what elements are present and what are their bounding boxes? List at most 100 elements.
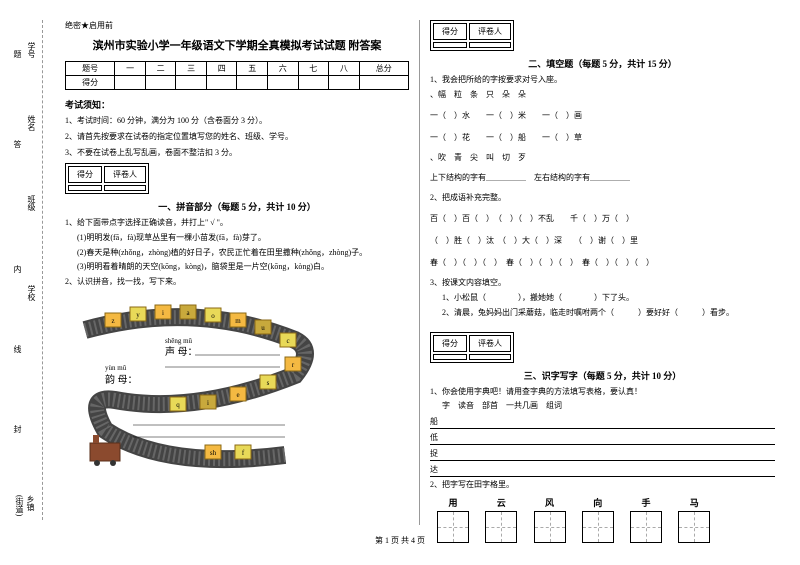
char-box[interactable]: [534, 511, 566, 543]
section-2-title: 二、填空题（每题 5 分，共计 15 分）: [430, 57, 775, 70]
char-box[interactable]: [678, 511, 710, 543]
s2-q1-line2[interactable]: 一（ ）花 一（ ）船 一（ ）草: [430, 130, 775, 146]
margin-label-xiangzhen: 乡镇(街道): [14, 495, 36, 520]
char-label-6: 马: [678, 496, 710, 509]
notice-3: 3、不要在试卷上乱写乱画，卷面不整洁扣 3 分。: [65, 147, 409, 159]
notice-title: 考试须知：: [65, 98, 409, 111]
exam-title: 滨州市实验小学一年级语文下学期全真模拟考试试题 附答案: [65, 37, 409, 53]
score-box-2: 得分评卷人: [430, 20, 514, 51]
dict-row-3[interactable]: 捉: [430, 447, 775, 461]
s2-q3: 2、把成语补充完整。: [430, 192, 775, 205]
th-3: 三: [176, 62, 207, 76]
svg-text:i: i: [207, 399, 209, 407]
th-7: 七: [298, 62, 329, 76]
svg-text:q: q: [176, 401, 180, 409]
notice-2: 2、请首先按要求在试卷的指定位置填写您的姓名、班级、学号。: [65, 131, 409, 143]
svg-text:z: z: [111, 317, 114, 325]
classification-label: 绝密★启用前: [65, 20, 409, 31]
s3-q2: 2、把字写在田字格里。: [430, 479, 775, 492]
char-label-1: 用: [437, 496, 469, 509]
s2-q3-line3[interactable]: 春（ ）（ ）（ ） 春（ ）（ ）（ ） 春（ ）（ ）（ ）: [430, 255, 775, 271]
dict-row-2[interactable]: 低: [430, 431, 775, 445]
score-table: 题号 一 二 三 四 五 六 七 八 总分 得分: [65, 61, 409, 90]
dict-row-4[interactable]: 达: [430, 463, 775, 477]
s2-q1-chars: 、幅 粒 条 只 朵 朵: [430, 89, 775, 102]
svg-text:c: c: [286, 337, 289, 345]
th-2: 二: [145, 62, 176, 76]
svg-text:y: y: [136, 311, 140, 319]
s3-q1: 1、你会使用字典吧！请用查字典的方法填写表格，要认真！: [430, 386, 775, 399]
th-5: 五: [237, 62, 268, 76]
char-label-3: 风: [534, 496, 566, 509]
th-tihao: 题号: [66, 62, 115, 76]
char-label-2: 云: [485, 496, 517, 509]
s2-q4: 3、按课文内容填空。: [430, 277, 775, 290]
score-box-1: 得分评卷人: [65, 163, 149, 194]
sb2-pingjuan: 评卷人: [469, 23, 511, 40]
svg-text:s: s: [267, 379, 270, 387]
s1-q1-1: (1)明明发(fā，fà)现草丛里有一棵小苗发(fā，fà)芽了。: [65, 232, 409, 245]
pinyin-snake-image: z y i a o m u c r s e i q sh f: [65, 295, 325, 475]
sb3-pingjuan: 评卷人: [469, 335, 511, 352]
sb-defen: 得分: [68, 166, 102, 183]
char-box[interactable]: [485, 511, 517, 543]
margin-side-da: 答: [12, 140, 23, 148]
s1-q1-3: (3)明明看着晴朗的天空(kōng，kòng)，脑袋里是一片空(kōng，kòn…: [65, 261, 409, 274]
dict-row-1[interactable]: 船: [430, 415, 775, 429]
s2-q2-line1[interactable]: 上下结构的字有＿＿＿＿＿ 左右结构的字有＿＿＿＿＿: [430, 170, 775, 186]
sb2-defen: 得分: [433, 23, 467, 40]
svg-text:m: m: [235, 317, 241, 325]
s1-q1: 1、给下面带点字选择正确读音，并打上" √ "。: [65, 217, 409, 230]
th-6: 六: [267, 62, 298, 76]
td-defen: 得分: [66, 76, 115, 90]
section-3-title: 三、识字写字（每题 5 分，共计 10 分）: [430, 369, 775, 382]
binding-margin: 学号 姓名 班级 学校 乡镇(街道) 题 答 内 线 封: [8, 20, 43, 520]
svg-text:u: u: [261, 324, 265, 332]
s3-q1-header: 字 读音 部首 一共几画 组词: [430, 400, 775, 413]
margin-label-xuehao: 学号: [26, 42, 37, 58]
s2-q1-line1[interactable]: 一（ ）水 一（ ）米 一（ ）画: [430, 108, 775, 124]
right-column: 得分评卷人 二、填空题（每题 5 分，共计 15 分） 1、我会把所给的字按要求…: [420, 20, 785, 525]
th-8: 八: [329, 62, 360, 76]
s2-q3-line2[interactable]: （ ）胜（ ）汰 （ ）大（ ）深 （ ）谢（ ）里: [430, 233, 775, 249]
margin-label-xingming: 姓名: [26, 115, 37, 131]
score-box-3: 得分评卷人: [430, 332, 514, 363]
char-label-5: 手: [630, 496, 662, 509]
s2-q3-line1[interactable]: 百（ ）百（ ） （ ）（ ）不乱 千（ ）万（ ）: [430, 211, 775, 227]
svg-text:o: o: [211, 312, 215, 320]
s2-q4-1[interactable]: 1、小松鼠（ ），搬她她（ ）下了头。: [430, 292, 775, 305]
s2-q2-head: 、吹 青 尖 叫 切 歹: [430, 152, 775, 165]
table-row: 得分: [66, 76, 409, 90]
char-label-4: 向: [582, 496, 614, 509]
sb-pingjuan: 评卷人: [104, 166, 146, 183]
margin-label-banji: 班级: [26, 195, 37, 211]
shengmu-pinyin: shēng mǔ: [165, 337, 193, 345]
train-icon: [90, 443, 120, 461]
svg-text:sh: sh: [210, 449, 217, 457]
margin-side-ti: 题: [12, 50, 23, 58]
yunmu-pinyin: yùn mǔ: [105, 364, 127, 372]
s1-q1-2: (2)春天是种(zhǒng，zhòng)植的好日子，农民正忙着在田里撒种(zhǒ…: [65, 247, 409, 260]
margin-side-nei: 内: [12, 265, 23, 273]
s2-q4-2[interactable]: 2、清晨，兔妈妈出门采蘑菇，临走时嘱咐两个（ ）要好好（ ）看步。: [430, 307, 775, 320]
char-box[interactable]: [582, 511, 614, 543]
char-box[interactable]: [630, 511, 662, 543]
left-column: 绝密★启用前 滨州市实验小学一年级语文下学期全真模拟考试试题 附答案 题号 一 …: [55, 20, 420, 525]
section-1-title: 一、拼音部分（每题 5 分，共计 10 分）: [65, 200, 409, 213]
s2-q1: 1、我会把所给的字按要求对号入座。: [430, 74, 775, 87]
margin-side-feng: 封: [12, 425, 23, 433]
margin-label-xuexiao: 学校: [26, 285, 37, 301]
sb3-defen: 得分: [433, 335, 467, 352]
char-box[interactable]: [437, 511, 469, 543]
shengmu-label: 声 母：: [165, 345, 198, 358]
yunmu-label: 韵 母：: [105, 373, 138, 386]
svg-text:i: i: [162, 309, 164, 317]
th-total: 总分: [359, 62, 408, 76]
th-1: 一: [115, 62, 146, 76]
table-row: 题号 一 二 三 四 五 六 七 八 总分: [66, 62, 409, 76]
margin-side-xian: 线: [12, 345, 23, 353]
svg-text:e: e: [236, 391, 239, 399]
s1-q2: 2、认识拼音，找一找，写下来。: [65, 276, 409, 289]
notice-1: 1、考试时间：60 分钟，满分为 100 分（含卷面分 3 分）。: [65, 115, 409, 127]
th-4: 四: [206, 62, 237, 76]
